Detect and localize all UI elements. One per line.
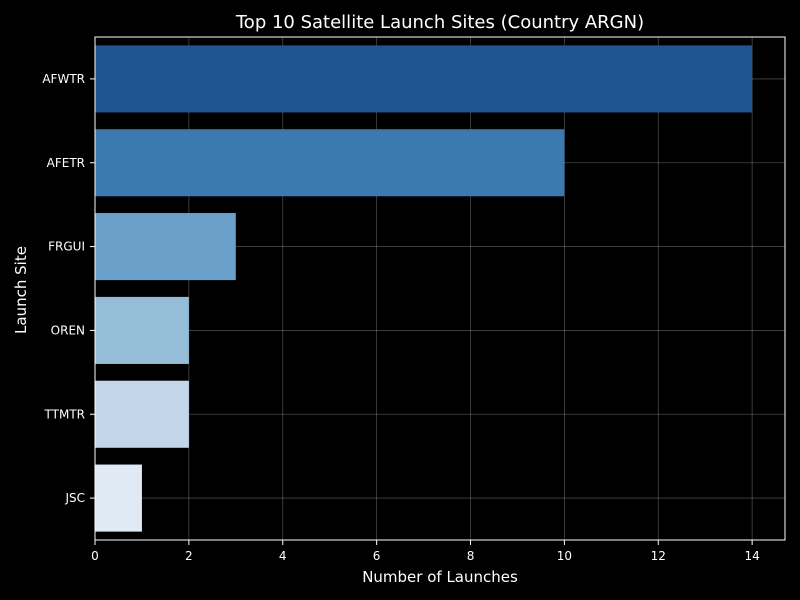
bar-jsc [95,464,142,532]
bar-frgui [95,213,236,281]
plot-frame [94,36,786,541]
x-tick-label: 14 [745,549,760,563]
x-tick-label: 0 [91,549,99,563]
x-tick-label: 6 [373,549,381,563]
y-tick-label: AFETR [47,156,85,170]
x-axis-label: Number of Launches [362,568,518,586]
y-tick-label: TTMTR [44,407,85,421]
y-ticks: AFWTR AFETR FRGUI OREN TTMTR JSC [42,72,95,505]
x-tick-label: 4 [279,549,287,563]
x-tick-label: 2 [185,549,193,563]
y-tick-label: FRGUI [48,240,85,254]
y-tick-label: JSC [64,491,85,505]
y-tick-label: OREN [51,323,85,337]
bar-ttmtr [95,380,189,448]
x-tick-label: 12 [651,549,666,563]
bars [95,45,753,532]
y-axis-label: Launch Site [12,246,30,334]
axes [94,36,786,541]
bar-afwtr [95,45,753,113]
chart-title: Top 10 Satellite Launch Sites (Country A… [235,12,644,33]
x-tick-label: 8 [467,549,475,563]
bar-afetr [95,129,565,197]
x-tick-label: 10 [557,549,572,563]
x-ticks: 0 2 4 6 8 10 12 14 [91,540,760,563]
y-tick-label: AFWTR [42,72,85,86]
bar-oren [95,296,189,364]
